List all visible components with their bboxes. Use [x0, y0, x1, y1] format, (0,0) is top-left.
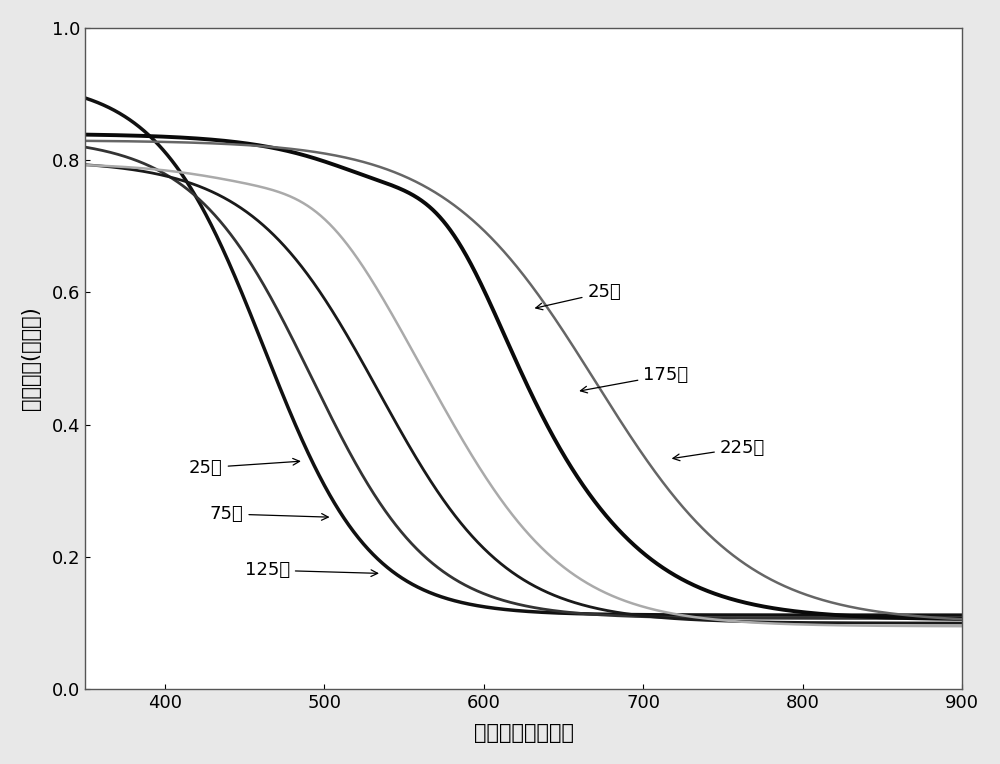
Text: 225度: 225度 — [673, 439, 765, 461]
Y-axis label: 吸收强度(百分比): 吸收强度(百分比) — [21, 306, 41, 410]
X-axis label: 吸收波长（纳米）: 吸收波长（纳米） — [474, 724, 574, 743]
Text: 175度: 175度 — [580, 366, 688, 393]
Text: 25度: 25度 — [536, 283, 621, 309]
Text: 125度: 125度 — [245, 561, 378, 579]
Text: 75度: 75度 — [210, 505, 328, 523]
Text: 25度: 25度 — [189, 458, 300, 477]
